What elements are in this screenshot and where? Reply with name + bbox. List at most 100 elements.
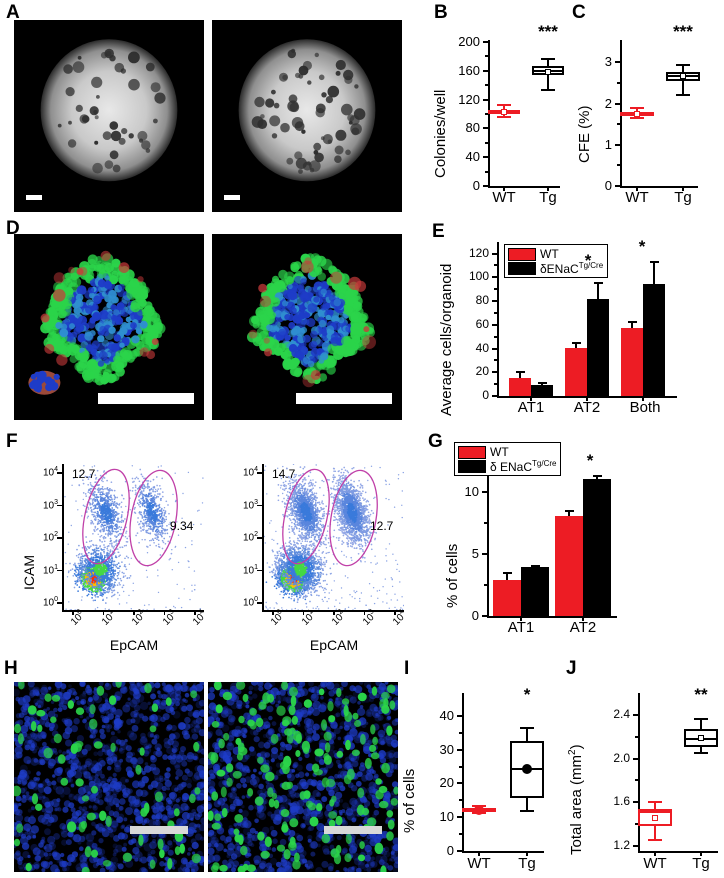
panel-e-significance-at2: * — [584, 251, 592, 270]
bar-at1-tg — [521, 567, 549, 616]
panel-j-y-axis-title-base: Total area (mm — [568, 754, 585, 855]
box-wt-x-tick — [654, 851, 656, 856]
axis-tick-label: 0 — [604, 178, 612, 193]
axis-tick — [492, 300, 497, 302]
panel-label-e: E — [432, 221, 445, 242]
axis-tick — [633, 714, 638, 717]
axis-minor-tick — [494, 383, 497, 386]
box-tg-mean — [698, 735, 704, 742]
axis-tick-label: 100 — [468, 269, 489, 284]
legend-swatch-wt — [458, 445, 486, 459]
scale-bar — [130, 826, 188, 834]
micrograph-content — [14, 682, 204, 872]
box-tg-cap-upper — [694, 717, 708, 720]
panel-b-boxplot: Colonies/well 0 40 80 120 160 200 WT Tg *** — [425, 0, 565, 215]
panel-b-xtick-tg: Tg — [539, 189, 557, 206]
box-tg-cap-upper — [541, 58, 555, 61]
flow-y-tick — [257, 472, 262, 474]
flow-x-tick — [394, 610, 396, 615]
box-tg-mean — [522, 764, 532, 775]
flow-x-tick — [102, 610, 104, 615]
box-wt-mean — [501, 108, 507, 115]
axis-minor-tick — [485, 113, 488, 115]
panel-e-xtick-at2: AT2 — [573, 399, 601, 416]
panel-c-y-axis-title: CFE (%) — [576, 105, 593, 164]
flow-y-tick — [57, 537, 62, 539]
box-tg-mean — [680, 72, 686, 79]
panel-f-tg-x-axis-title: EpCAM — [309, 637, 359, 653]
bar-at2-tg-errorbar-cap — [593, 282, 603, 285]
panel-e-legend-row-wt: WT — [508, 247, 603, 261]
panel-c-x-axis — [620, 186, 698, 188]
scale-bar — [296, 393, 392, 404]
axis-tick — [615, 143, 620, 146]
panel-j-xtick-tg: Tg — [692, 855, 710, 872]
box-wt-whisker-lower — [503, 113, 505, 117]
flow-y-tick-label: 100 — [242, 596, 258, 609]
flow-x-tick — [333, 610, 335, 615]
axis-tick-label: 0 — [471, 608, 479, 623]
box-tg-x-tick — [547, 186, 549, 191]
axis-tick — [615, 61, 620, 64]
bar-at2-tg-errorbar — [597, 283, 599, 299]
bar-at2-wt — [555, 515, 583, 616]
axis-tick — [492, 276, 497, 279]
axis-minor-tick — [635, 822, 638, 825]
axis-tick — [457, 850, 462, 852]
epcam-high-gate — [129, 469, 178, 567]
bar-at2-wt — [565, 347, 587, 396]
flow-y-tick-label: 104 — [242, 466, 258, 479]
panel-label-f: F — [6, 431, 18, 452]
immunofluorescence-tg-organoid — [212, 234, 402, 420]
flow-density-plot — [264, 464, 404, 610]
axis-tick-label: 40 — [475, 340, 489, 355]
x-tick-at1 — [520, 616, 522, 621]
legend-label-wt: WT — [490, 445, 509, 459]
panel-e-legend-row-tg: δENaCTg/Cre — [508, 261, 603, 275]
axis-minor-tick — [459, 833, 462, 836]
axis-tick-label: 1.2 — [613, 837, 630, 852]
bar-at1-tg — [531, 385, 553, 396]
micrograph-content — [247, 253, 376, 388]
box-tg-whisker-upper — [682, 64, 684, 73]
axis-tick — [492, 371, 497, 374]
panel-g-barchart: % of cells 0 5 10 WT δ ENaCTg/Cre AT1 AT2 … — [425, 430, 724, 650]
bar-at1-wt — [509, 377, 531, 396]
axis-tick — [483, 127, 488, 130]
axis-tick-label: 200 — [458, 34, 480, 49]
axis-tick-label: 0 — [482, 388, 489, 402]
axis-tick-label: 30 — [439, 741, 454, 757]
panel-label-j: J — [566, 658, 577, 679]
axis-tick — [457, 748, 462, 751]
flow-y-tick — [257, 569, 262, 571]
icam-high-gate — [82, 468, 130, 565]
axis-tick — [457, 714, 462, 717]
axis-tick — [483, 185, 488, 187]
bar-both-wt — [621, 328, 643, 396]
panel-b-y-axis — [488, 40, 490, 188]
bar-at2-wt-errorbar-cap — [564, 510, 574, 513]
flow-y-tick-label: 102 — [42, 531, 58, 544]
panel-g-y-axis — [487, 454, 489, 618]
axis-tick-label: 80 — [475, 293, 489, 307]
box-wt-whisker-upper — [503, 105, 505, 110]
panel-f-wt-x-axis-title: EpCAM — [109, 637, 159, 653]
panel-f-tg-gate-label-2: 12.7 — [370, 519, 394, 533]
bar-both-wt-errorbar — [631, 321, 633, 329]
axis-tick-label: 5 — [471, 546, 479, 562]
axis-tick — [492, 252, 497, 255]
bar-at2-tg-errorbar-cap — [592, 474, 602, 477]
box-tg-x-tick — [682, 186, 684, 191]
axis-tick — [615, 102, 620, 105]
panel-f-wt-gate-label-2: 9.34 — [170, 519, 194, 533]
flow-density-plot — [64, 465, 204, 610]
flow-y-tick-label: 102 — [242, 531, 258, 544]
panel-i-y-axis — [462, 693, 464, 853]
panel-f-wt-gate-label-1: 12.7 — [72, 467, 96, 481]
panel-e-y-axis — [497, 242, 499, 398]
axis-tick — [492, 395, 497, 397]
flow-y-tick — [57, 504, 62, 506]
panel-j-x-axis — [638, 851, 718, 853]
immunofluorescence-wt-organoid — [14, 234, 204, 420]
box-tg-cap-lower — [676, 93, 690, 96]
